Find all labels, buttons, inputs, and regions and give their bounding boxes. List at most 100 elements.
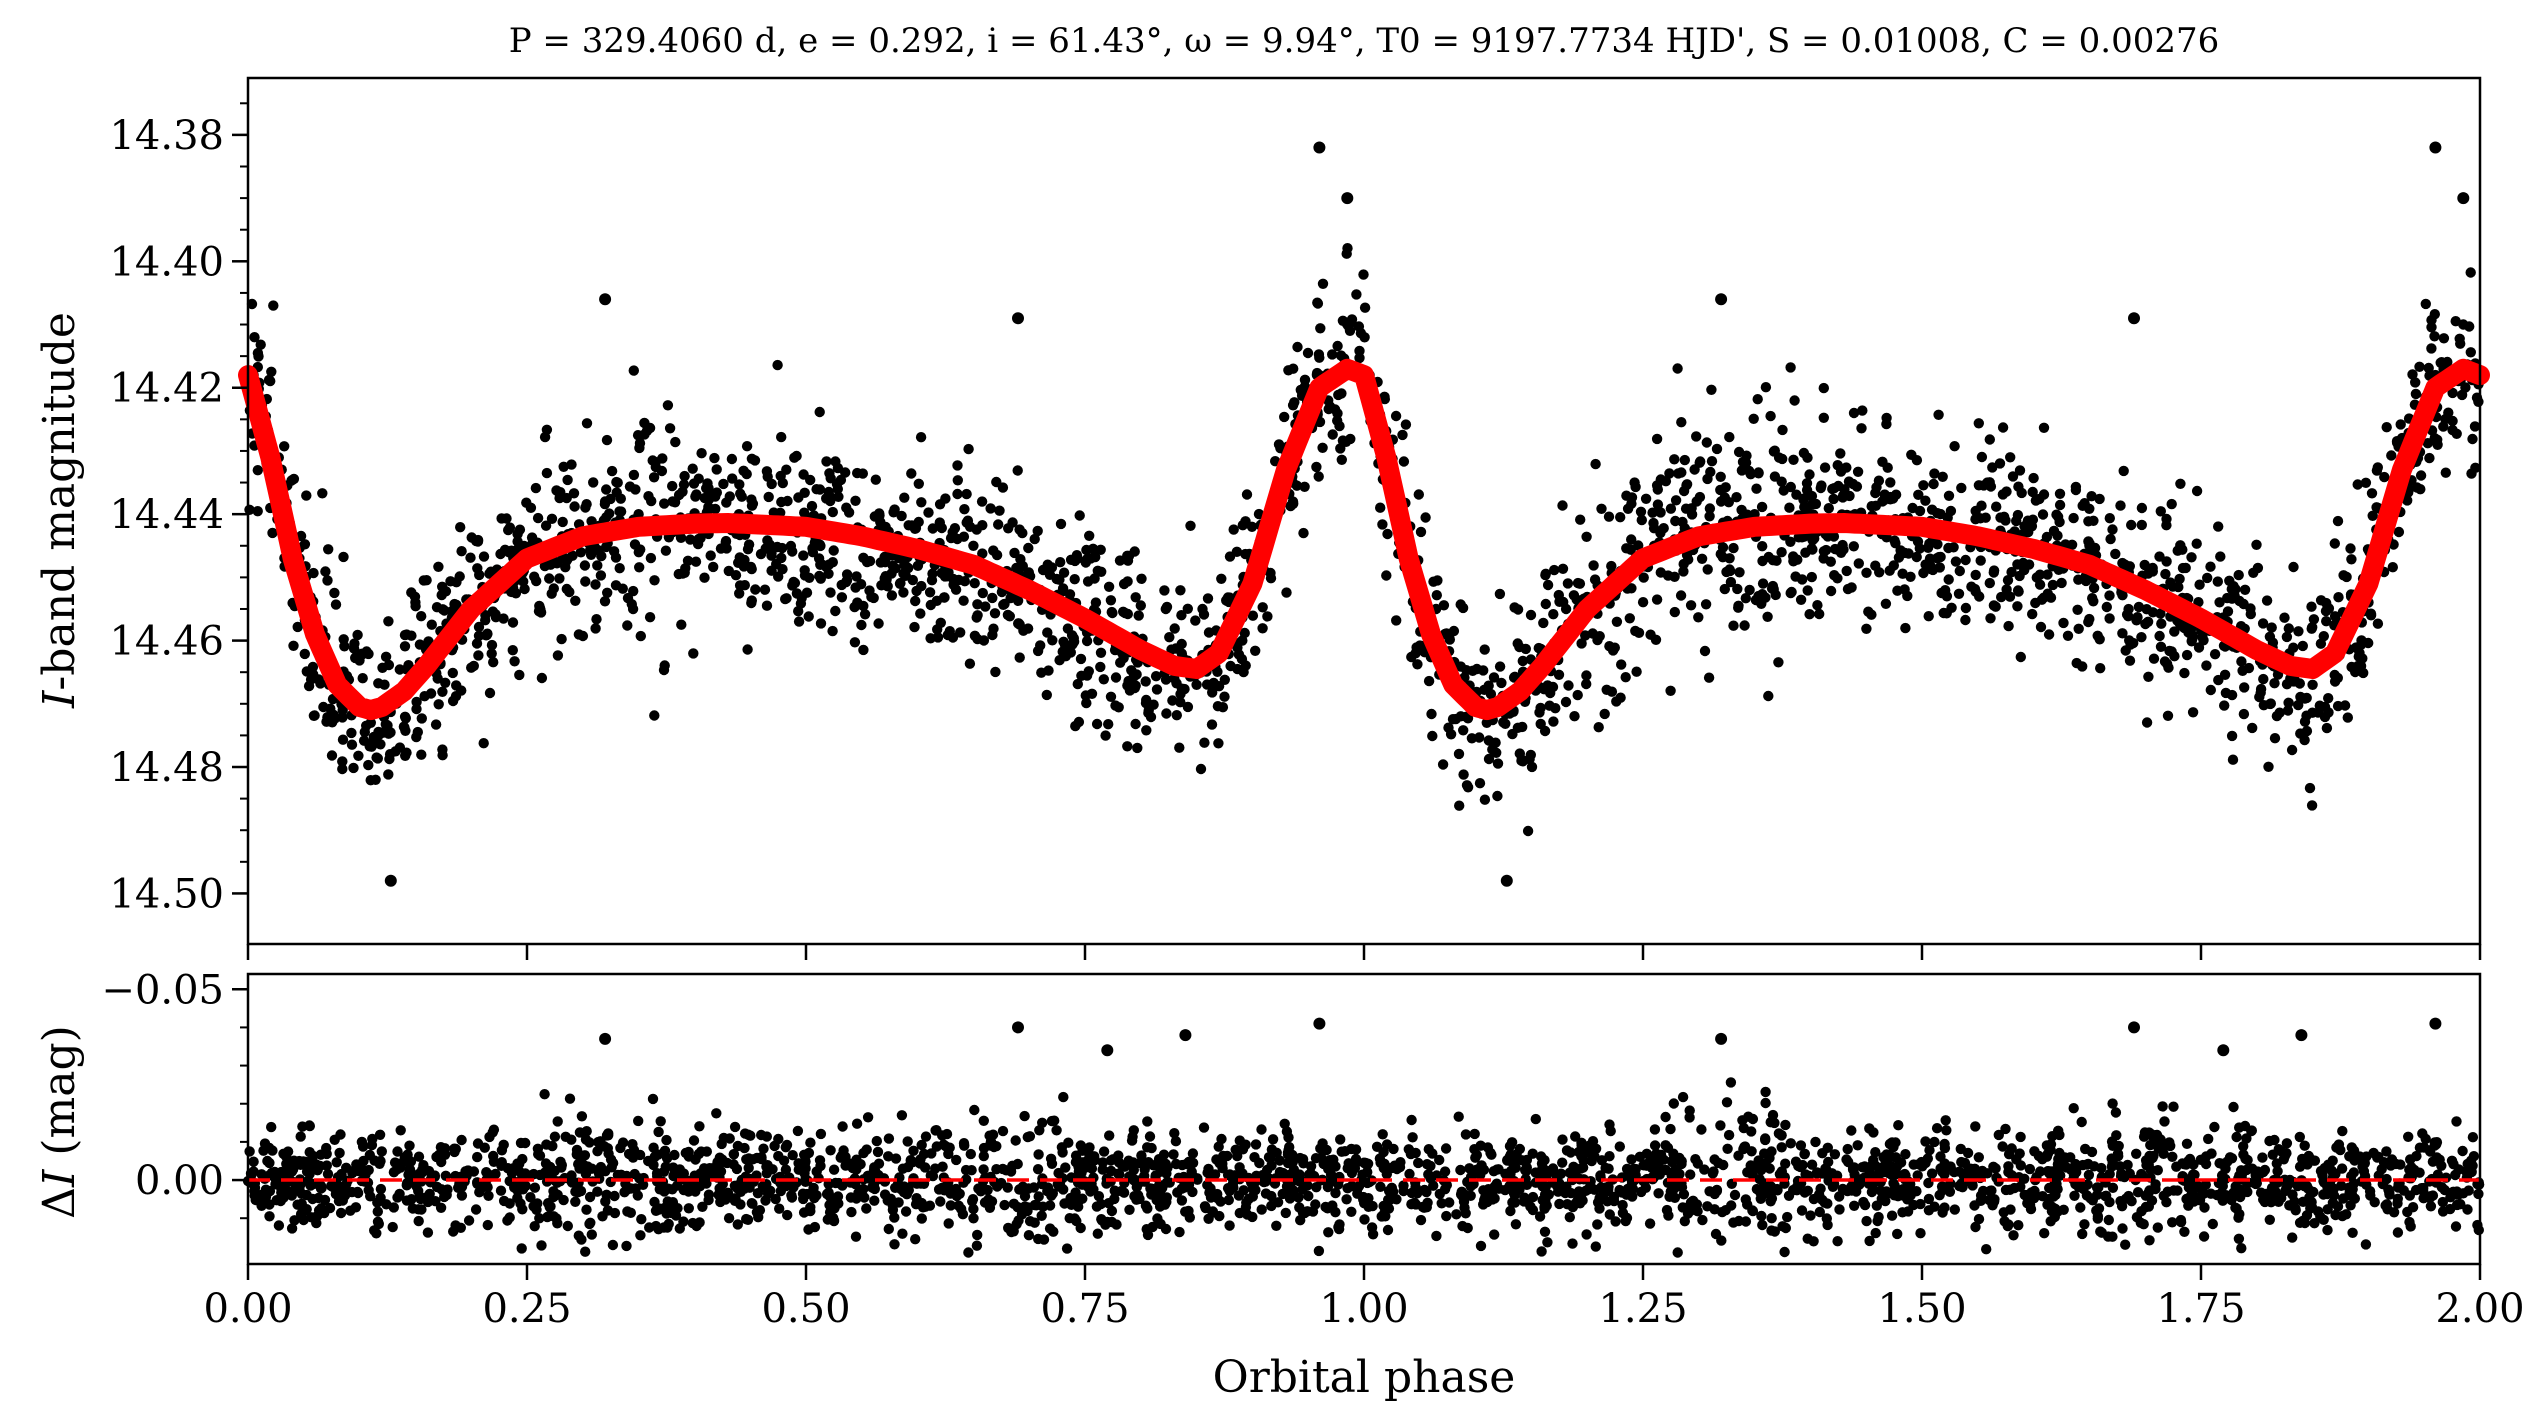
residual-point xyxy=(248,1166,259,1177)
light-curve-point xyxy=(2095,663,2106,674)
residual-point xyxy=(1187,1148,1199,1159)
light-curve-point xyxy=(2371,465,2383,476)
light-curve-point xyxy=(662,400,674,411)
light-curve-point xyxy=(1069,574,1080,585)
light-curve-point xyxy=(1190,615,1201,626)
residual-point xyxy=(402,1149,413,1160)
residual-point xyxy=(267,1145,278,1156)
light-curve-point xyxy=(1412,659,1423,670)
light-curve-point xyxy=(1732,583,1743,595)
residual-point xyxy=(2417,1128,2428,1139)
light-curve-point xyxy=(445,576,456,587)
residual-point xyxy=(1949,1204,1961,1215)
residual-point xyxy=(597,1211,608,1222)
residual-point xyxy=(2106,1161,2118,1172)
light-curve-point xyxy=(727,473,738,484)
light-curve-point xyxy=(368,731,379,743)
light-curve-point xyxy=(1685,600,1697,611)
light-curve-point xyxy=(2269,678,2280,689)
light-curve-point xyxy=(1804,609,1815,620)
residual-point xyxy=(1504,1141,1516,1152)
light-curve-point xyxy=(2333,592,2344,603)
light-curve-point xyxy=(1694,457,1705,468)
residual-point xyxy=(479,1142,490,1153)
light-curve-point xyxy=(915,432,927,443)
light-curve-point xyxy=(2175,540,2186,551)
residual-point xyxy=(1806,1159,1818,1170)
light-curve-point xyxy=(1694,491,1706,503)
light-curve-point xyxy=(315,678,326,689)
light-curve-point xyxy=(1317,278,1329,289)
light-curve-point xyxy=(1973,418,1985,429)
light-curve-point xyxy=(977,587,988,599)
light-curve-point xyxy=(292,621,303,633)
residual-point xyxy=(2013,1220,2024,1231)
chart-title: P = 329.4060 d, e = 0.292, i = 61.43°, ω… xyxy=(509,21,2220,61)
residual-point xyxy=(2015,1131,2026,1143)
light-curve-point xyxy=(726,453,738,465)
residual-point xyxy=(1760,1097,1771,1109)
light-curve-point xyxy=(985,503,996,514)
light-curve-point xyxy=(2226,689,2238,701)
residual-point xyxy=(1127,1131,1138,1142)
light-curve-point xyxy=(791,450,802,462)
light-curve-point xyxy=(639,417,650,429)
light-curve-point xyxy=(1635,506,1647,517)
residual-point xyxy=(1155,1166,1166,1178)
light-curve-point xyxy=(503,524,514,536)
residual-point xyxy=(2206,1148,2217,1159)
light-curve-point xyxy=(873,618,884,629)
y-tick-label: 14.40 xyxy=(109,239,224,285)
residual-point xyxy=(1005,1166,1017,1177)
light-curve-point xyxy=(2056,577,2067,589)
light-curve-point xyxy=(1740,593,1752,604)
light-curve-point xyxy=(1928,478,1939,490)
residual-point xyxy=(800,1156,811,1167)
light-curve-point xyxy=(1581,531,1592,542)
residual-point xyxy=(1334,1219,1345,1230)
light-curve-point xyxy=(1835,448,1846,459)
light-curve-point xyxy=(898,587,909,598)
light-curve-y-axis-label: I-band magnitude xyxy=(34,312,85,709)
residual-point xyxy=(324,1202,336,1214)
residual-point xyxy=(1893,1120,1904,1131)
light-curve-point xyxy=(1471,663,1483,675)
residual-point xyxy=(2161,1197,2172,1208)
residual-point xyxy=(1581,1229,1592,1240)
light-curve-point xyxy=(552,650,564,661)
residual-point xyxy=(2231,1203,2242,1214)
light-curve-point xyxy=(1615,512,1626,523)
residual-point xyxy=(1218,1150,1229,1162)
light-curve-point xyxy=(2141,717,2153,728)
light-curve-point xyxy=(1548,609,1559,620)
light-curve-point xyxy=(1791,489,1802,500)
light-curve-point xyxy=(1818,412,1830,423)
light-curve-point xyxy=(1699,645,1711,657)
residual-point xyxy=(2264,1135,2275,1147)
light-curve-point xyxy=(1715,484,1726,496)
light-curve-point xyxy=(1987,462,1998,473)
residual-point xyxy=(482,1182,493,1193)
light-curve-point xyxy=(2052,530,2063,541)
light-curve-point xyxy=(473,621,485,633)
residual-point xyxy=(1756,1210,1767,1222)
light-curve-point xyxy=(1626,583,1637,594)
light-curve-point xyxy=(1382,528,1393,540)
light-curve-point xyxy=(474,569,485,581)
residual-point xyxy=(2281,1138,2293,1149)
light-curve-point xyxy=(1927,564,1939,576)
residual-point xyxy=(1872,1215,1883,1227)
light-curve-point xyxy=(1400,419,1412,430)
light-curve-point xyxy=(934,517,945,528)
light-curve-point xyxy=(2258,673,2269,685)
light-curve-point xyxy=(692,538,704,550)
light-curve-point xyxy=(400,713,411,724)
light-curve-point xyxy=(776,542,788,554)
light-curve-point xyxy=(1415,526,1427,538)
light-curve-point xyxy=(2026,521,2038,532)
light-curve-point xyxy=(1141,694,1152,706)
light-curve-point xyxy=(2243,662,2255,674)
light-curve-point xyxy=(2258,700,2269,711)
light-curve-point xyxy=(1292,341,1303,353)
light-curve-point xyxy=(1103,581,1115,592)
